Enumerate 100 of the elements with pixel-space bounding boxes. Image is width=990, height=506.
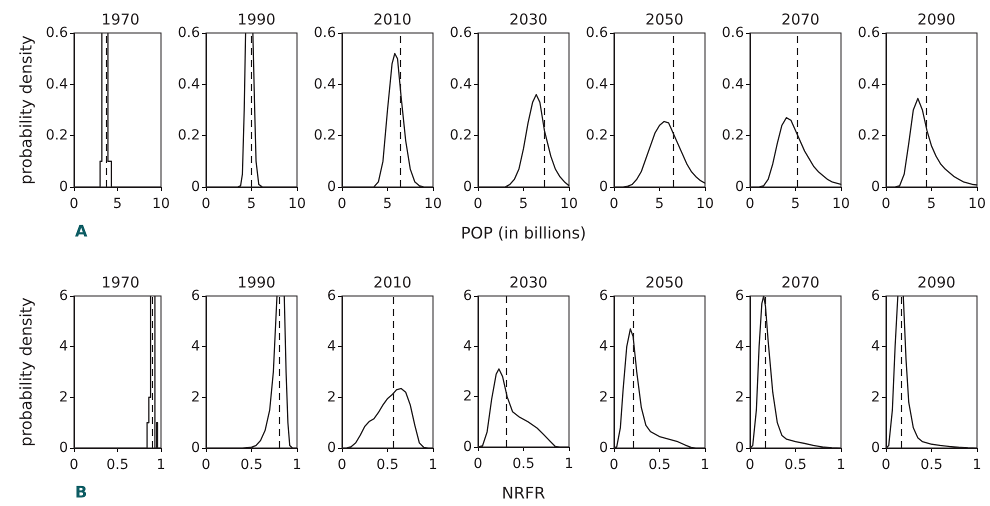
y-tick-label: 0 [735, 179, 744, 195]
y-tick-label: 4 [327, 338, 336, 355]
y-tick-label: 2 [327, 389, 336, 406]
x-tick-label: 0 [338, 457, 346, 473]
x-tick-label: 1 [972, 457, 982, 473]
x-tick-label: 1 [836, 457, 846, 473]
x-tick-label: 0 [70, 196, 78, 212]
x-tick-label: 1 [156, 457, 166, 473]
y-tick-label: 0.6 [46, 25, 68, 41]
y-tick-label: 4 [871, 338, 880, 355]
y-tick-label: 0 [871, 179, 880, 195]
x-tick-label: 0 [474, 456, 482, 472]
y-tick-label: 0.6 [178, 25, 200, 41]
y-tick-label: 6 [327, 288, 336, 304]
y-tick-label: 0.4 [722, 76, 744, 92]
x-tick-label: 10 [152, 196, 170, 212]
y-axis-title: probability density [16, 297, 36, 447]
y-tick-label: 4 [599, 338, 608, 355]
y-tick-label: 6 [871, 288, 880, 304]
x-tick-label: 5 [113, 196, 122, 212]
y-tick-label: 0.4 [586, 76, 608, 92]
chart-title: 1970 [101, 10, 140, 28]
x-tick-label: 0.5 [920, 457, 943, 473]
y-tick-label: 0.2 [858, 128, 880, 144]
chart-title: 1990 [237, 274, 276, 292]
y-tick-label: 2 [871, 389, 880, 406]
y-tick-label: 0 [327, 440, 336, 456]
y-tick-label: 0.4 [314, 76, 336, 92]
x-tick-label: 0 [202, 457, 210, 473]
y-tick-label: 2 [599, 389, 608, 406]
chart-title: 2090 [917, 274, 956, 292]
y-tick-label: 0.2 [46, 128, 68, 144]
y-tick-label: 0 [735, 440, 744, 456]
y-tick-label: 0.4 [450, 76, 472, 92]
y-tick-label: 6 [599, 288, 608, 304]
y-tick-label: 0.2 [450, 128, 472, 144]
chart-title: 2030 [509, 274, 548, 292]
x-tick-label: 0 [610, 196, 618, 212]
y-tick-label: 2 [59, 389, 68, 406]
y-tick-label: 4 [59, 338, 68, 355]
chart-title: 2010 [373, 10, 412, 28]
chart-title: 2010 [373, 274, 412, 292]
x-tick-label: 10 [696, 196, 714, 212]
x-tick-label: 0.5 [784, 457, 807, 473]
y-tick-label: 0 [463, 439, 472, 455]
y-tick-label: 0 [463, 179, 472, 195]
y-tick-label: 2 [463, 388, 472, 405]
x-tick-label: 0 [70, 457, 78, 473]
x-tick-label: 0 [746, 196, 754, 212]
y-tick-label: 6 [59, 288, 68, 304]
x-tick-label: 0 [882, 196, 890, 212]
chart-title: 1990 [237, 10, 276, 28]
y-tick-label: 6 [191, 288, 200, 304]
chart-title: 2070 [781, 274, 820, 292]
x-tick-label: 10 [288, 196, 306, 212]
x-tick-label: 5 [383, 196, 392, 212]
y-tick-label: 0 [327, 179, 336, 195]
x-tick-label: 10 [968, 196, 986, 212]
chart-title: 2070 [781, 10, 820, 28]
chart-title: 2030 [509, 10, 548, 28]
y-tick-label: 0 [59, 179, 68, 195]
x-tick-label: 1 [428, 457, 438, 473]
x-tick-label: 0.5 [240, 457, 263, 473]
y-tick-label: 0 [59, 440, 68, 456]
y-tick-label: 0.2 [722, 128, 744, 144]
y-tick-label: 0.6 [450, 25, 472, 41]
y-tick-label: 0.6 [858, 25, 880, 41]
chart-title: 2050 [645, 274, 684, 292]
x-tick-label: 0 [610, 457, 618, 473]
x-tick-label: 5 [927, 196, 936, 212]
x-axis-title: POP (in billions) [460, 224, 586, 242]
y-axis-title: probability density [16, 35, 36, 185]
x-tick-label: 0.5 [512, 456, 535, 472]
chart-title: 2090 [917, 10, 956, 28]
text: A [75, 222, 88, 240]
x-tick-label: 5 [791, 196, 800, 212]
y-tick-label: 0 [871, 440, 880, 456]
y-tick-label: 0.4 [46, 76, 68, 92]
y-tick-label: 6 [735, 288, 744, 304]
y-tick-label: 0.6 [722, 25, 744, 41]
y-tick-label: 0.6 [586, 25, 608, 41]
x-tick-label: 0 [882, 457, 890, 473]
x-tick-label: 0 [202, 196, 210, 212]
y-tick-label: 6 [463, 288, 472, 304]
x-tick-label: 10 [424, 196, 442, 212]
y-tick-label: 4 [735, 338, 744, 355]
x-tick-label: 0 [474, 196, 482, 212]
x-tick-label: 0.5 [648, 457, 671, 473]
y-tick-label: 4 [463, 338, 472, 354]
y-tick-label: 0.4 [858, 76, 880, 92]
y-tick-label: 0.2 [314, 128, 336, 144]
y-tick-label: 0.6 [314, 25, 336, 41]
x-tick-label: 1 [292, 457, 302, 473]
x-tick-label: 10 [560, 196, 578, 212]
y-tick-label: 4 [191, 338, 200, 355]
text: B [75, 482, 88, 502]
x-tick-label: 10 [832, 196, 850, 212]
y-tick-label: 0 [191, 179, 200, 195]
x-tick-label: 0.5 [106, 457, 129, 473]
x-tick-label: 5 [655, 196, 664, 212]
